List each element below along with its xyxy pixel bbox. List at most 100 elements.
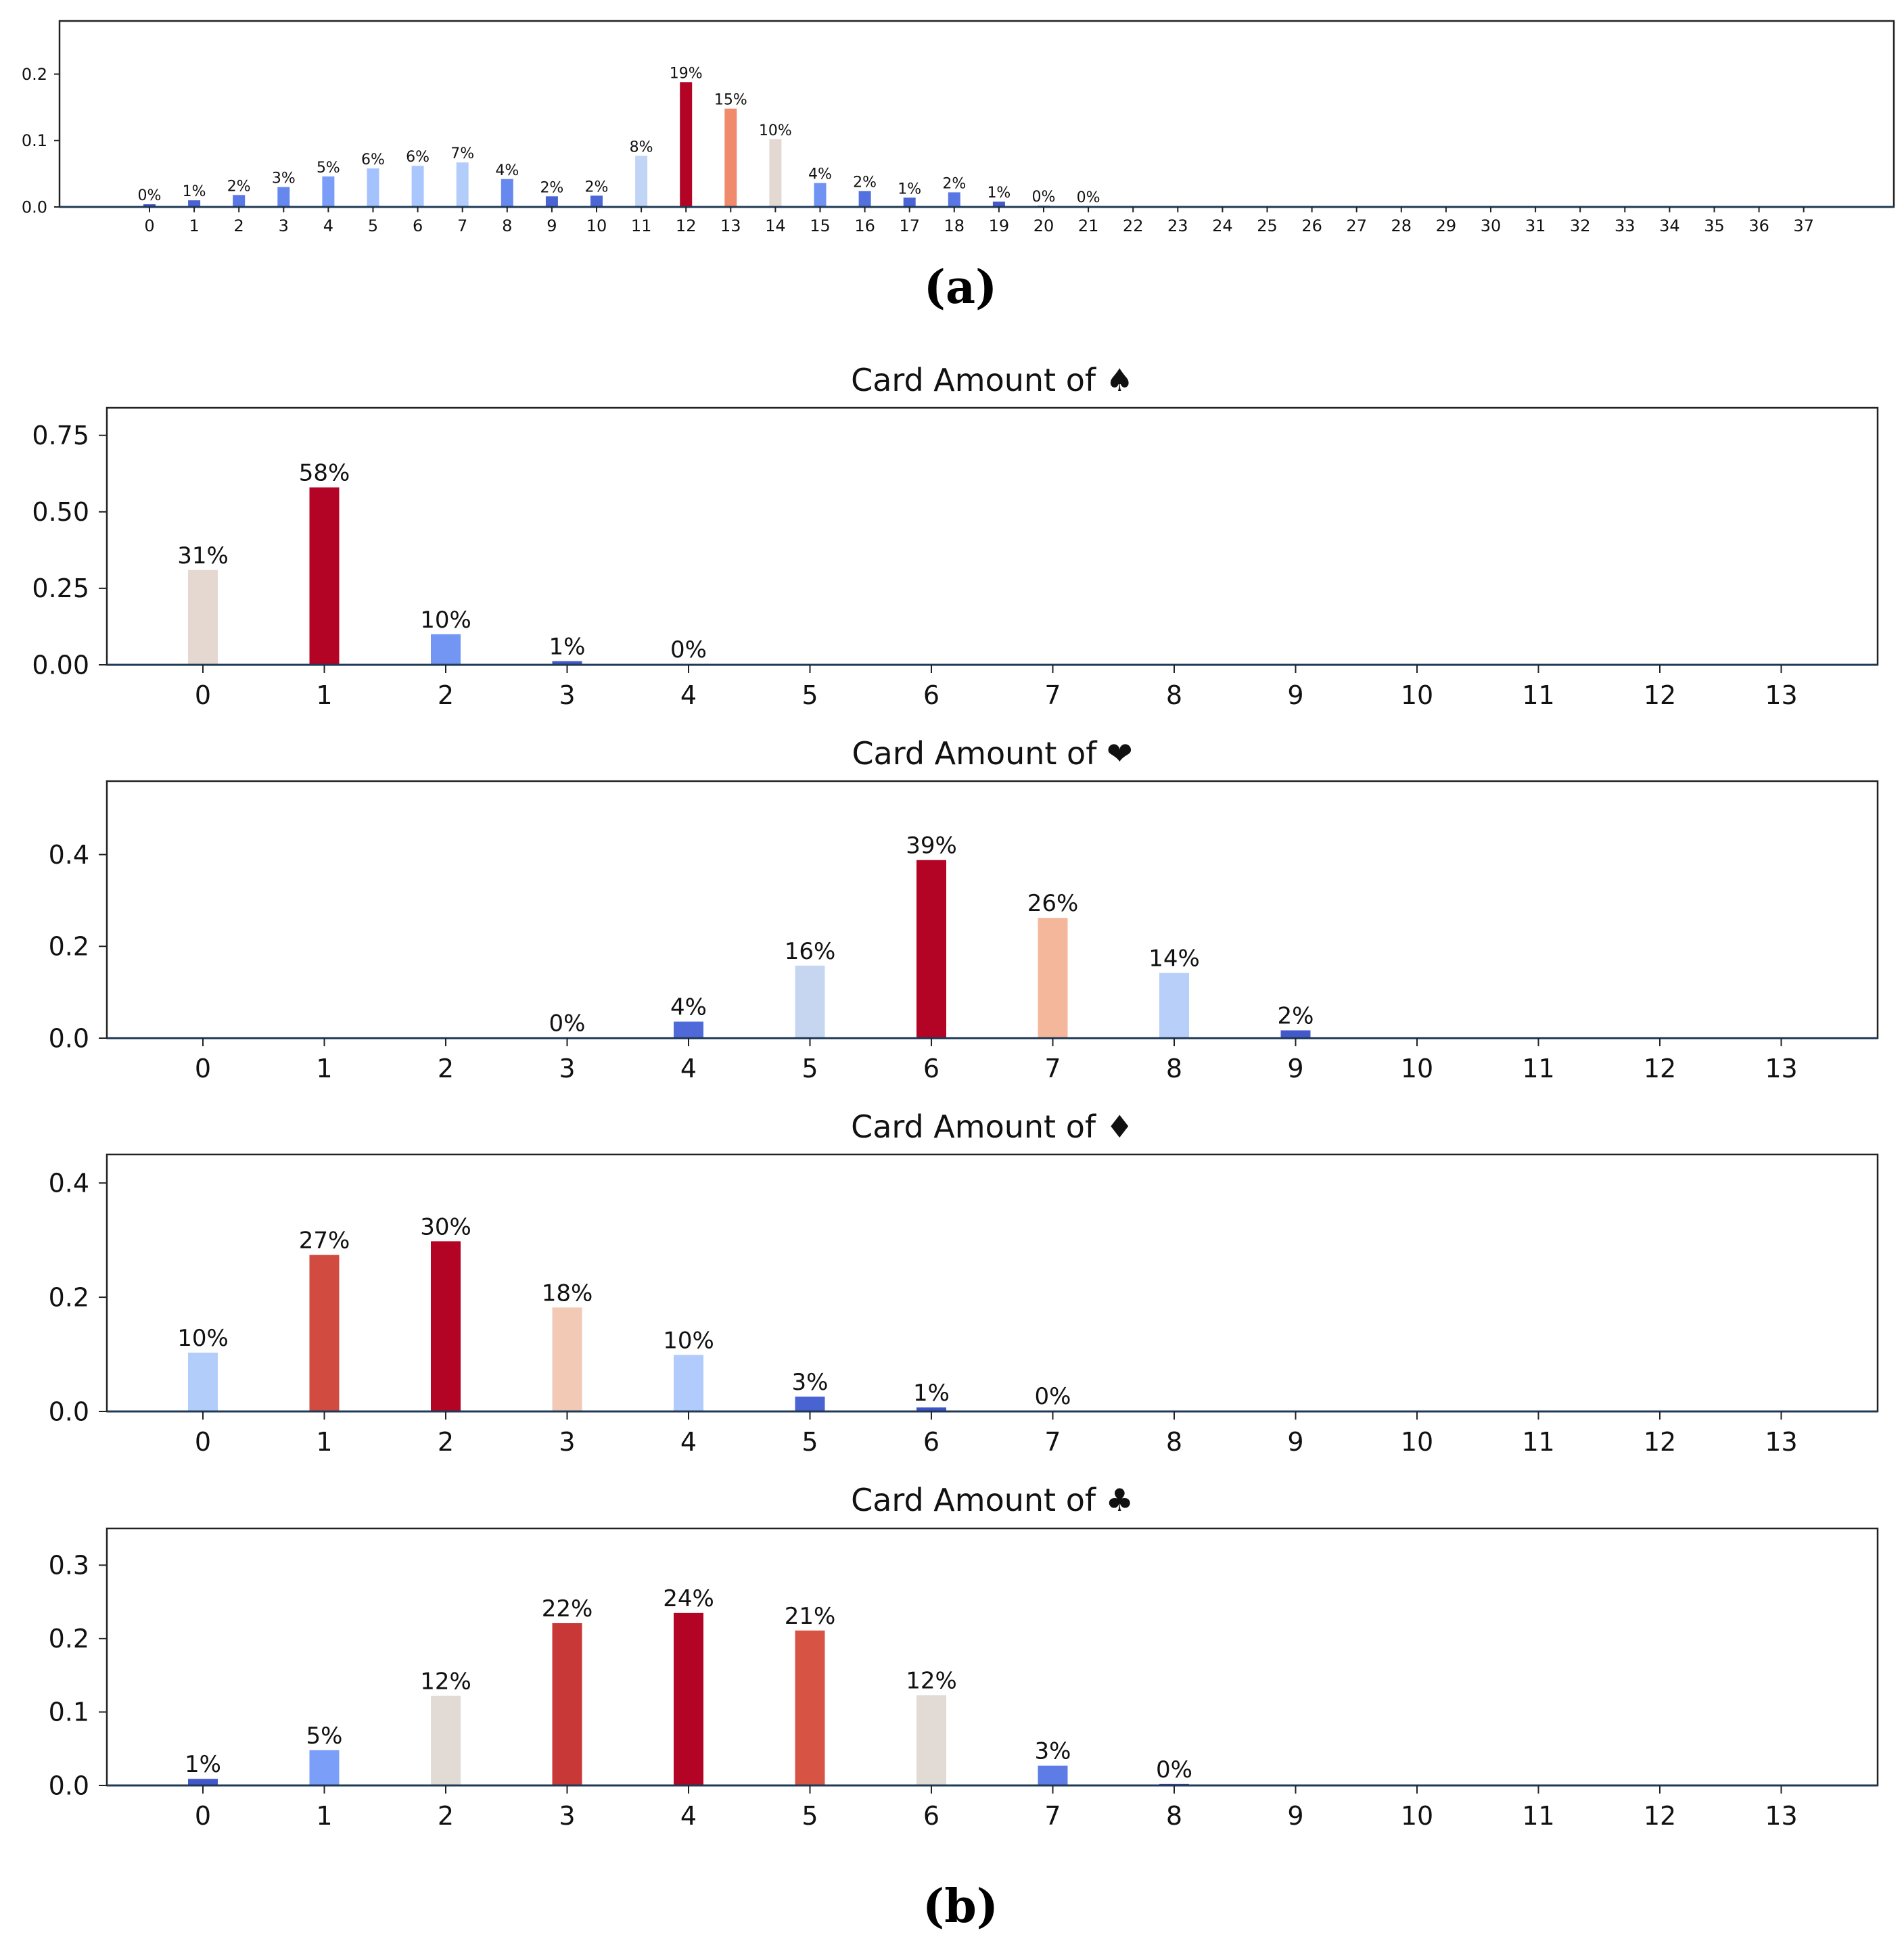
chart-heart-bar-8 [1159, 973, 1189, 1038]
chart-a-xtick-label-1: 1 [189, 216, 199, 235]
chart-a-bar-4 [322, 176, 335, 207]
chart-club-xtick-label-9: 9 [1287, 1801, 1303, 1831]
chart-a-bar-label-17: 1% [898, 181, 921, 197]
chart-spade-bar-2 [431, 634, 461, 665]
chart-heart-xtick-label-5: 5 [802, 1054, 818, 1083]
chart-diamond-xtick-label-7: 7 [1044, 1427, 1061, 1457]
chart-club-xtick-label-2: 2 [438, 1801, 454, 1831]
chart-heart-bar-label-3: 0% [549, 1010, 586, 1037]
chart-a-bar-1 [188, 200, 201, 207]
chart-heart-bar-7 [1038, 918, 1068, 1038]
chart-spade-title: Card Amount of ♠ [851, 362, 1134, 398]
chart-spade-xtick-label-11: 11 [1522, 680, 1554, 710]
chart-diamond-xtick-label-1: 1 [316, 1427, 332, 1457]
chart-a-bar-label-16: 2% [853, 174, 877, 191]
chart-a-xtick-label-23: 23 [1167, 216, 1188, 235]
chart-club-bar-1 [309, 1750, 340, 1785]
chart-a-xtick-label-2: 2 [234, 216, 244, 235]
chart-heart-bar-label-6: 39% [906, 833, 957, 860]
chart-a-xtick-label-0: 0 [144, 216, 154, 235]
chart-a-xtick-label-6: 6 [413, 216, 423, 235]
chart-club-bar-label-8: 0% [1156, 1756, 1192, 1783]
chart-heart-title: Card Amount of ❤ [852, 735, 1132, 772]
chart-club-ytick-label-0: 0.0 [49, 1771, 89, 1800]
chart-a-bar-label-13: 15% [714, 92, 747, 109]
chart-a-bar-0 [143, 204, 156, 207]
chart-spade-ytick-label-2: 0.50 [32, 497, 89, 527]
chart-diamond-bar-label-1: 27% [299, 1227, 350, 1255]
chart-diamond-bar-label-4: 10% [663, 1327, 714, 1354]
chart-diamond-xtick-label-8: 8 [1166, 1427, 1182, 1457]
chart-a-bar-label-12: 19% [670, 65, 703, 82]
chart-a-xtick-label-12: 12 [676, 216, 697, 235]
chart-club-bar-5 [795, 1630, 825, 1785]
chart-diamond-bar-2 [431, 1241, 461, 1411]
chart-diamond-bar-label-7: 0% [1035, 1383, 1071, 1410]
chart-diamond-bar-label-2: 30% [420, 1213, 471, 1240]
chart-club-xtick-label-4: 4 [680, 1801, 697, 1831]
chart-heart-xtick-label-11: 11 [1522, 1054, 1554, 1083]
chart-a-xtick-label-22: 22 [1123, 216, 1144, 235]
chart-a-bar-label-15: 4% [808, 166, 832, 183]
chart-a-bar-label-14: 10% [759, 122, 792, 139]
chart-diamond-ytick-label-0: 0.0 [49, 1397, 89, 1426]
chart-a-bar-9 [545, 196, 558, 207]
chart-heart-ytick-label-0: 0.0 [49, 1023, 89, 1053]
chart-heart-bar-label-5: 16% [785, 938, 836, 965]
chart-a-bar-2 [233, 195, 246, 207]
chart-club-bar-4 [674, 1612, 703, 1785]
chart-club-ytick-label-1: 0.1 [49, 1698, 89, 1727]
chart-club-title: Card Amount of ♣ [851, 1482, 1134, 1518]
chart-diamond-ytick-label-1: 0.2 [49, 1282, 89, 1312]
chart-club-xtick-label-8: 8 [1166, 1801, 1182, 1831]
chart-heart-xtick-label-6: 6 [923, 1054, 939, 1083]
chart-heart-bar-6 [916, 860, 946, 1038]
chart-a-bar-12 [680, 82, 693, 207]
chart-a-bar-5 [367, 168, 379, 207]
chart-heart-xtick-label-1: 1 [316, 1054, 332, 1083]
chart-diamond-bar-5 [795, 1397, 825, 1411]
chart-a-bar-18 [948, 192, 960, 207]
chart-a-xtick-label-25: 25 [1257, 216, 1278, 235]
chart-a-xtick-label-36: 36 [1748, 216, 1769, 235]
chart-heart-bar-label-7: 26% [1027, 890, 1079, 917]
chart-a-bar-label-2: 2% [227, 178, 251, 195]
chart-club-xtick-label-10: 10 [1401, 1801, 1433, 1831]
chart-a-xtick-label-28: 28 [1391, 216, 1412, 235]
chart-a-xtick-label-29: 29 [1436, 216, 1457, 235]
chart-spade-xtick-label-0: 0 [195, 680, 211, 710]
chart-spade-bar-1 [309, 487, 340, 665]
chart-a-bar-label-6: 6% [406, 149, 429, 166]
chart-a-xtick-label-8: 8 [502, 216, 512, 235]
chart-spade-bar-label-1: 58% [299, 460, 350, 487]
chart-spade-xtick-label-4: 4 [680, 680, 697, 710]
chart-heart-xtick-label-10: 10 [1401, 1054, 1433, 1083]
chart-a-bar-10 [590, 195, 603, 207]
chart-heart-bar-label-9: 2% [1278, 1002, 1314, 1029]
panel-caption-a: (a) [924, 260, 997, 314]
chart-club-bar-label-5: 21% [785, 1603, 836, 1630]
chart-club-ytick-label-3: 0.3 [49, 1551, 89, 1581]
chart-heart-xtick-label-8: 8 [1166, 1054, 1182, 1083]
chart-a-bar-label-0: 0% [138, 187, 162, 204]
chart-heart-xtick-label-4: 4 [680, 1054, 697, 1083]
chart-a-bar-label-1: 1% [183, 183, 206, 200]
chart-a-xtick-label-26: 26 [1301, 216, 1322, 235]
chart-a-xtick-label-34: 34 [1659, 216, 1680, 235]
chart-club-xtick-label-3: 3 [559, 1801, 575, 1831]
chart-a-xtick-label-14: 14 [765, 216, 786, 235]
chart-diamond-xtick-label-12: 12 [1644, 1427, 1676, 1457]
chart-a-bar-label-8: 4% [495, 162, 519, 179]
chart-a-bar-8 [501, 179, 513, 207]
chart-heart-xtick-label-3: 3 [559, 1054, 575, 1083]
chart-diamond-bar-6 [916, 1407, 946, 1411]
chart-diamond-xtick-label-10: 10 [1401, 1427, 1433, 1457]
chart-club-bar-label-1: 5% [306, 1723, 343, 1750]
chart-diamond-bar-label-0: 10% [177, 1325, 229, 1352]
chart-diamond-bar-label-6: 1% [913, 1380, 950, 1407]
chart-diamond-xtick-label-13: 13 [1765, 1427, 1797, 1457]
chart-a-xtick-label-10: 10 [586, 216, 607, 235]
chart-a-xtick-label-4: 4 [323, 216, 333, 235]
chart-club-xtick-label-6: 6 [923, 1801, 939, 1831]
